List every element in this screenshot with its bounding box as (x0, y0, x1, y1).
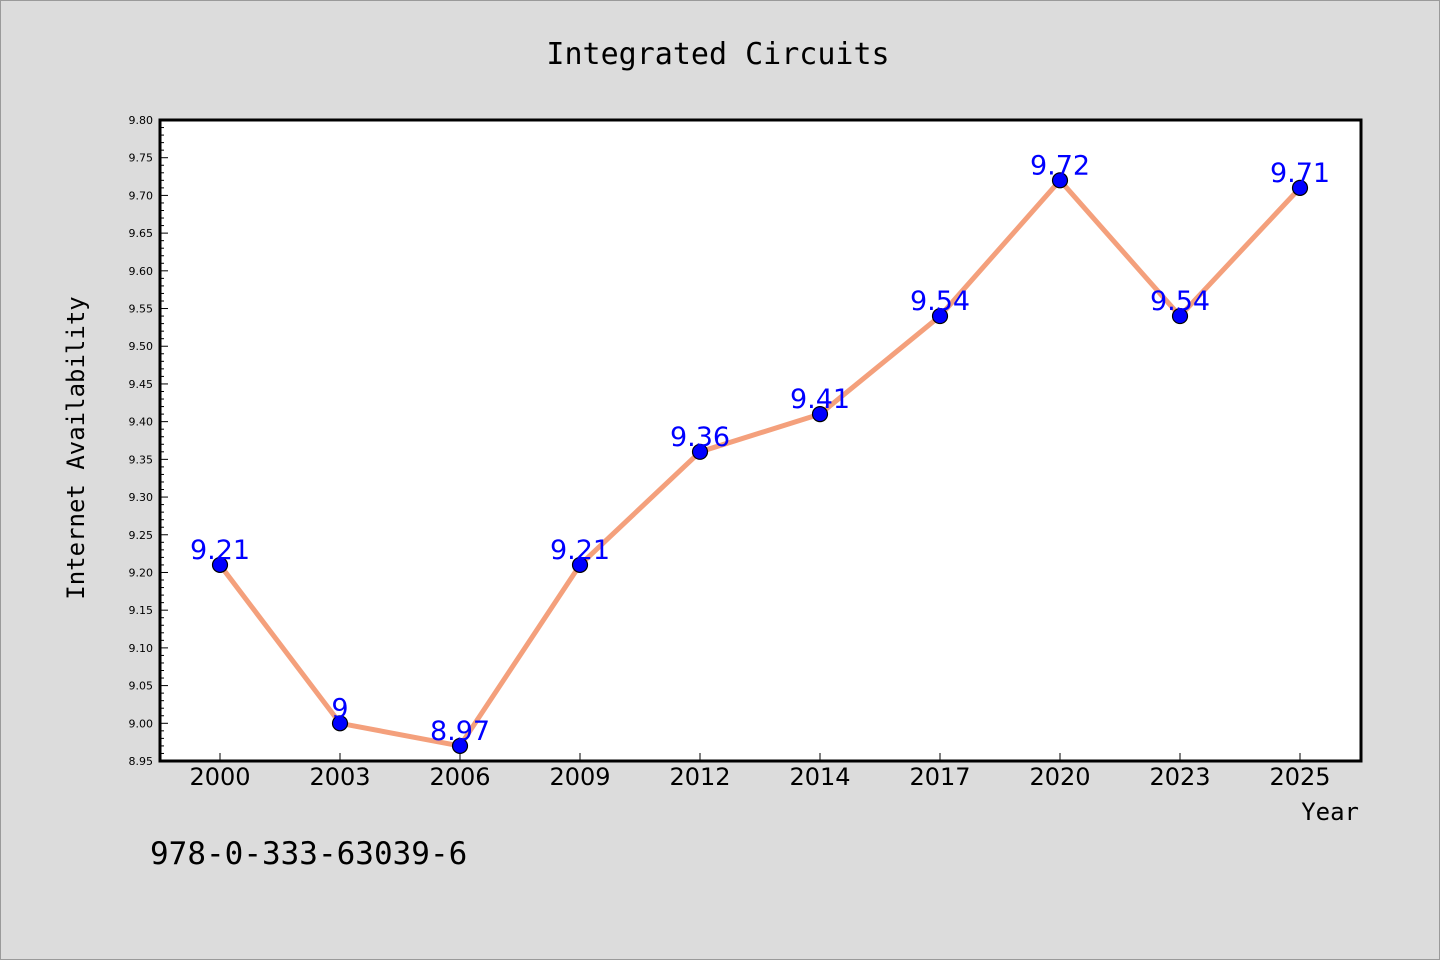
data-point (331, 715, 349, 732)
data-label: 9.36 (670, 422, 730, 453)
data-point (1171, 307, 1189, 325)
series-markers (211, 172, 1309, 755)
y-axis-label: Internet Availability (62, 296, 90, 599)
y-tick-label: 9.10 (129, 642, 154, 655)
data-labels: 9.21 9 8.97 9.21 9.36 9.41 9.54 9.72 9.54 9.71 (190, 150, 1330, 747)
y-tick-label: 9.80 (129, 114, 154, 127)
y-tick-label: 9.40 (129, 416, 154, 429)
data-point (1291, 179, 1309, 196)
x-tick-label: 2023 (1149, 763, 1210, 791)
data-point (691, 443, 709, 460)
y-tick-label: 9.75 (129, 152, 154, 165)
x-tick-label: 2020 (1029, 763, 1090, 791)
data-label: 9.72 (1030, 150, 1090, 181)
x-tick-label: 2017 (909, 763, 970, 791)
data-point (811, 406, 829, 423)
y-tick-label: 9.00 (129, 717, 154, 730)
y-tick-label: 9.55 (129, 303, 154, 316)
y-tick-label: 9.15 (129, 604, 154, 617)
data-point (1051, 172, 1069, 189)
x-axis-label: Year (1301, 798, 1359, 826)
x-tick-label: 2009 (549, 763, 610, 791)
x-tick-label: 2014 (789, 763, 850, 791)
y-tick-label: 9.65 (129, 227, 154, 240)
x-tick-label: 2012 (669, 763, 730, 791)
data-label: 8.97 (430, 716, 490, 747)
x-tick-label: 2006 (429, 763, 490, 791)
data-label: 9.71 (1270, 158, 1330, 189)
x-tick-label: 2000 (189, 763, 250, 791)
x-axis-ticks: 2000 2003 2006 2009 2012 2014 2017 2020 2023 2025 (189, 753, 1331, 791)
data-point (571, 556, 589, 574)
data-label: 9.41 (790, 384, 850, 415)
y-tick-label: 9.25 (129, 529, 154, 542)
series-line (217, 177, 1303, 749)
chart-title: Integrated Circuits (546, 37, 889, 72)
data-label: 9.21 (550, 535, 610, 566)
data-point (211, 556, 229, 574)
plot-area (158, 118, 1363, 763)
y-tick-label: 9.50 (129, 340, 154, 353)
x-tick-label: 2003 (309, 763, 370, 791)
y-tick-label: 8.95 (129, 755, 154, 768)
y-axis-ticks: 8.95 9.00 9.05 9.10 9.15 9.20 9.25 9.30 9.35 9.40… (129, 114, 168, 768)
series-line-group (217, 177, 1303, 749)
data-point (931, 307, 949, 325)
y-tick-label: 9.30 (129, 491, 154, 504)
isbn-text: 978-0-333-63039-6 (150, 836, 467, 872)
data-label: 9.54 (1150, 286, 1210, 317)
y-tick-label: 9.70 (129, 189, 154, 202)
y-tick-label: 9.05 (129, 680, 154, 693)
y-tick-label: 9.35 (129, 453, 154, 466)
data-label: 9.54 (910, 286, 970, 317)
data-label: 9.21 (190, 535, 250, 566)
x-tick-label: 2025 (1269, 763, 1330, 791)
y-tick-label: 9.45 (129, 378, 154, 391)
y-tick-label: 9.20 (129, 566, 154, 579)
data-label: 9 (331, 693, 348, 724)
y-tick-label: 9.60 (129, 265, 154, 278)
data-point (451, 737, 469, 755)
